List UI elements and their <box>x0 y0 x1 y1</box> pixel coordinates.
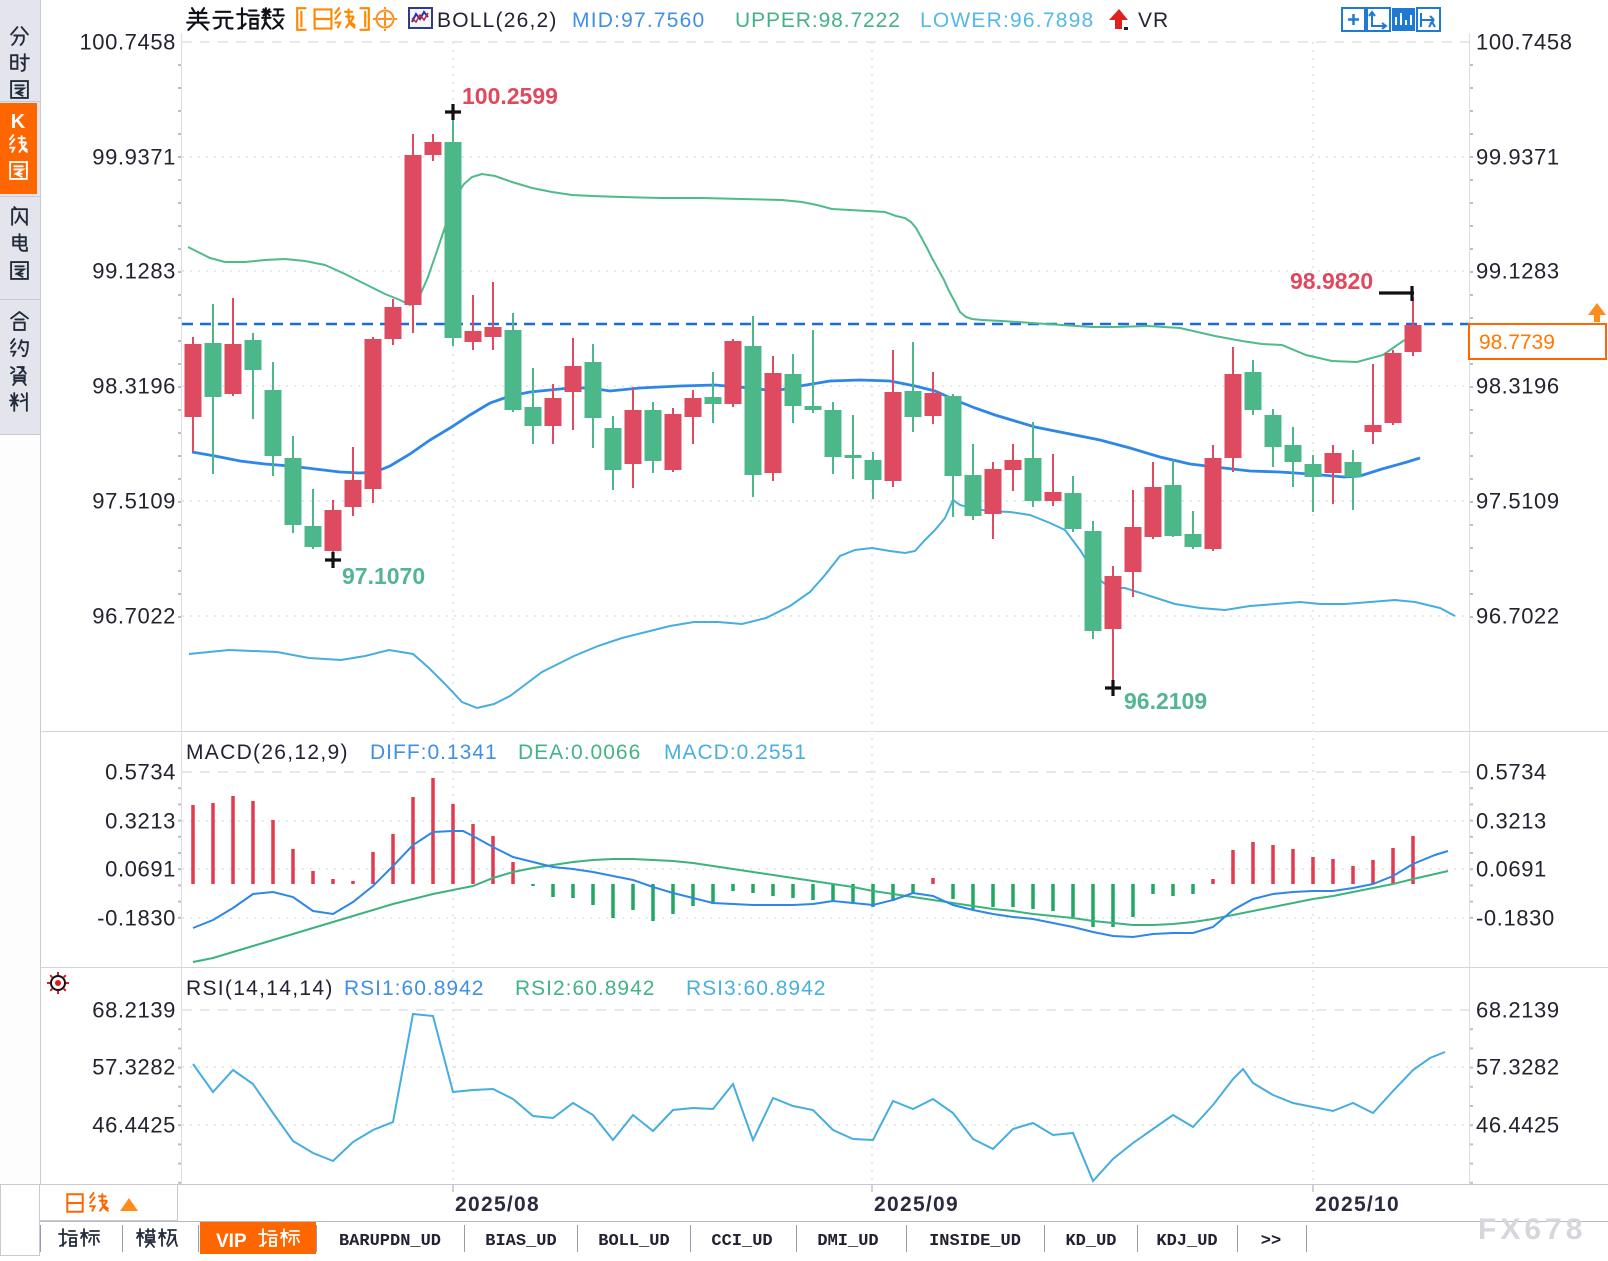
svg-text:99.1283: 99.1283 <box>92 259 176 284</box>
svg-text:98.7739: 98.7739 <box>1479 331 1555 354</box>
svg-text:99.9371: 99.9371 <box>1476 145 1560 170</box>
svg-text:BOLL(26,2): BOLL(26,2) <box>437 9 558 32</box>
svg-text:DMI_UD: DMI_UD <box>817 1232 878 1251</box>
svg-text:0.5734: 0.5734 <box>1476 760 1547 785</box>
svg-text:KD_UD: KD_UD <box>1065 1232 1116 1251</box>
svg-text:97.1070: 97.1070 <box>342 563 425 589</box>
svg-text:0.5734: 0.5734 <box>105 760 176 785</box>
svg-text:VIP: VIP <box>216 1231 247 1252</box>
svg-text:MACD:0.2551: MACD:0.2551 <box>664 741 807 764</box>
svg-text:FX678: FX678 <box>1478 1213 1586 1246</box>
svg-text:KDJ_UD: KDJ_UD <box>1156 1232 1217 1251</box>
svg-text:98.3196: 98.3196 <box>1476 374 1560 399</box>
svg-text:97.5109: 97.5109 <box>92 489 176 514</box>
svg-text:RSI(14,14,14): RSI(14,14,14) <box>186 977 334 1000</box>
svg-text:98.9820: 98.9820 <box>1290 268 1373 294</box>
svg-text:BOLL_UD: BOLL_UD <box>598 1232 669 1251</box>
svg-text:98.3196: 98.3196 <box>92 374 176 399</box>
svg-text:DEA:0.0066: DEA:0.0066 <box>518 741 641 764</box>
svg-text:99.9371: 99.9371 <box>92 145 176 170</box>
svg-text:UPPER:98.7222: UPPER:98.7222 <box>735 9 901 32</box>
svg-text:96.2109: 96.2109 <box>1124 688 1207 714</box>
svg-text:-0.1830: -0.1830 <box>97 906 176 931</box>
svg-text:68.2139: 68.2139 <box>92 998 176 1023</box>
svg-text:0.0691: 0.0691 <box>1476 857 1547 882</box>
svg-text:RSI2:60.8942: RSI2:60.8942 <box>515 977 655 1000</box>
svg-text:2025/10: 2025/10 <box>1315 1193 1400 1216</box>
svg-text:57.3282: 57.3282 <box>92 1055 176 1080</box>
svg-text:2025/08: 2025/08 <box>455 1193 540 1216</box>
svg-text:46.4425: 46.4425 <box>1476 1113 1560 1138</box>
svg-text:2025/09: 2025/09 <box>874 1193 959 1216</box>
svg-text:96.7022: 96.7022 <box>92 604 176 629</box>
svg-text:MID:97.7560: MID:97.7560 <box>572 9 705 32</box>
svg-text:0.3213: 0.3213 <box>105 809 176 834</box>
svg-text:LOWER:96.7898: LOWER:96.7898 <box>920 9 1094 32</box>
svg-text:RSI1:60.8942: RSI1:60.8942 <box>344 977 484 1000</box>
svg-text:99.1283: 99.1283 <box>1476 259 1560 284</box>
svg-text:BARUPDN_UD: BARUPDN_UD <box>339 1232 441 1251</box>
svg-text:INSIDE_UD: INSIDE_UD <box>929 1232 1021 1251</box>
svg-text:68.2139: 68.2139 <box>1476 998 1560 1023</box>
svg-text:MACD(26,12,9): MACD(26,12,9) <box>186 741 349 764</box>
svg-text:100.2599: 100.2599 <box>462 83 558 109</box>
svg-text:VR: VR <box>1138 9 1169 32</box>
svg-text:0.3213: 0.3213 <box>1476 809 1547 834</box>
svg-text:K: K <box>11 111 26 133</box>
svg-text:RSI3:60.8942: RSI3:60.8942 <box>686 977 826 1000</box>
svg-text:>>: >> <box>1261 1232 1281 1251</box>
svg-text:-0.1830: -0.1830 <box>1476 906 1555 931</box>
svg-text:100.7458: 100.7458 <box>79 30 176 55</box>
svg-text:100.7458: 100.7458 <box>1476 30 1573 55</box>
svg-text:46.4425: 46.4425 <box>92 1113 176 1138</box>
svg-text:CCI_UD: CCI_UD <box>711 1232 772 1251</box>
svg-text:97.5109: 97.5109 <box>1476 489 1560 514</box>
svg-text:BIAS_UD: BIAS_UD <box>485 1232 556 1251</box>
svg-text:57.3282: 57.3282 <box>1476 1055 1560 1080</box>
svg-text:DIFF:0.1341: DIFF:0.1341 <box>370 741 498 764</box>
svg-text:0.0691: 0.0691 <box>105 857 176 882</box>
svg-text:96.7022: 96.7022 <box>1476 604 1560 629</box>
